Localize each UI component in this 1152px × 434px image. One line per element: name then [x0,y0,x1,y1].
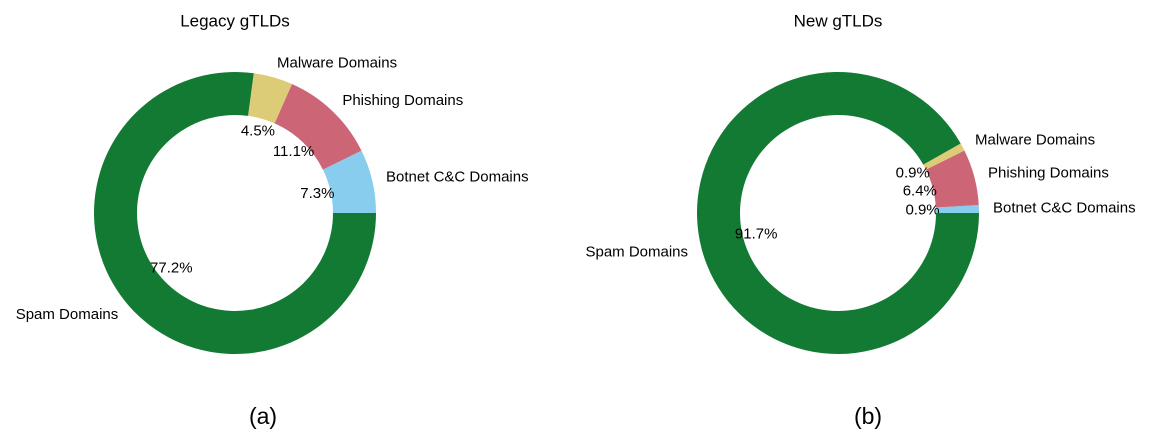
wedge-label: Malware Domains [975,131,1095,148]
wedge-label: Malware Domains [277,55,397,72]
value-label: 77.2% [150,260,193,277]
value-label: 0.9% [905,202,939,219]
wedge [925,150,979,208]
wedge-label: Spam Domains [585,244,688,261]
chart-title: Legacy gTLDs [180,11,290,30]
value-label: 7.3% [300,185,334,202]
wedge [93,71,376,354]
wedge-label: Phishing Domains [988,164,1109,181]
wedge-label: Botnet C&C Domains [386,169,529,186]
value-label: 6.4% [903,182,937,199]
value-label: 91.7% [735,226,778,243]
caption: (a) [249,403,277,429]
caption: (b) [854,403,882,429]
wedge [697,72,979,355]
wedge [935,205,979,213]
chart-title: New gTLDs [794,11,883,30]
value-label: 4.5% [241,123,275,140]
wedge-label: Botnet C&C Domains [993,200,1136,217]
wedge-label: Spam Domains [16,306,119,323]
wedge-label: Phishing Domains [342,92,463,109]
wedge [923,143,965,170]
wedge [274,84,362,170]
wedge [248,73,292,124]
wedge [322,150,376,213]
value-label: 11.1% [273,143,314,160]
value-label: 0.9% [896,164,930,181]
